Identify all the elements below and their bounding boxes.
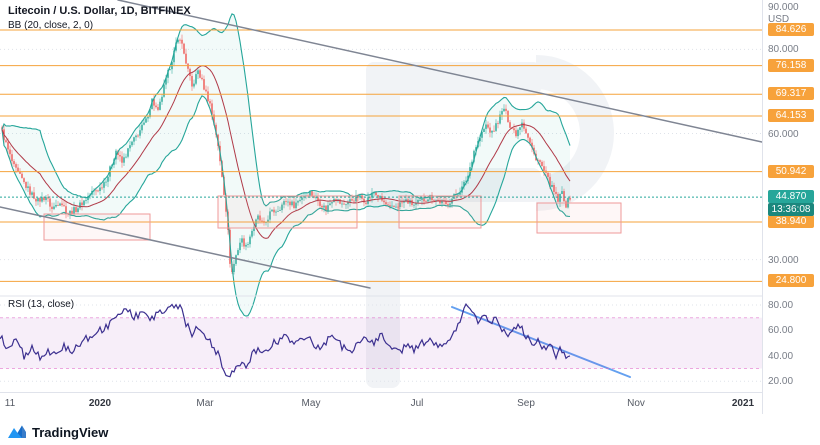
time-tick: 2021 bbox=[731, 398, 755, 409]
rsi-tick: 80.00 bbox=[768, 300, 794, 311]
drawing-rectangle[interactable] bbox=[217, 195, 358, 229]
time-tick: May bbox=[301, 398, 321, 409]
price-level-badge: 84.626 bbox=[768, 23, 814, 36]
time-tick: Nov bbox=[627, 398, 645, 409]
rsi-tick: 20.00 bbox=[768, 376, 794, 387]
rsi-indicator-label[interactable]: RSI (13, close) bbox=[8, 299, 75, 310]
drawing-rectangle[interactable] bbox=[398, 195, 482, 229]
rsi-tick: 60.00 bbox=[768, 325, 794, 336]
time-tick: 11 bbox=[4, 398, 16, 409]
price-tick: 60.000 bbox=[768, 129, 799, 140]
price-level-badge: 76.158 bbox=[768, 59, 814, 72]
price-tick: 80.000 bbox=[768, 44, 799, 55]
price-level-badge: 64.153 bbox=[768, 109, 814, 122]
tradingview-logo[interactable]: TradingView bbox=[7, 424, 108, 440]
rsi-tick: 40.00 bbox=[768, 351, 794, 362]
candles bbox=[1, 34, 571, 275]
trend-line[interactable] bbox=[451, 306, 631, 378]
exchange-watermark-icon bbox=[366, 55, 614, 388]
trend-line[interactable] bbox=[117, 0, 762, 143]
time-tick: Sep bbox=[517, 398, 535, 409]
drawing-rectangle[interactable] bbox=[536, 202, 622, 234]
bar-countdown-badge: 13:36:08 bbox=[768, 203, 814, 216]
trend-line[interactable] bbox=[0, 206, 371, 289]
price-chart-canvas[interactable] bbox=[0, 0, 762, 392]
price-tick: 90.000 bbox=[768, 2, 799, 13]
price-axis[interactable]: 90.000 80.000 60.000 30.000 USD 84.626 76.158 6… bbox=[762, 0, 820, 414]
price-tick: 30.000 bbox=[768, 255, 799, 266]
chart-legend[interactable]: Litecoin / U.S. Dollar, 1D, BITFINEX BB … bbox=[8, 5, 191, 31]
tradingview-logo-icon bbox=[8, 425, 26, 438]
price-level-badge: 38.940 bbox=[768, 215, 814, 228]
bb-basis-line[interactable] bbox=[1, 65, 571, 239]
time-tick: Mar bbox=[196, 398, 214, 409]
tradingview-logo-text: TradingView bbox=[32, 424, 109, 440]
time-tick: Jul bbox=[410, 398, 424, 409]
symbol-title[interactable]: Litecoin / U.S. Dollar, 1D, BITFINEX bbox=[8, 5, 191, 17]
rsi-band-fill bbox=[0, 317, 762, 369]
last-price-badge: 44.870 bbox=[768, 190, 814, 203]
rsi-plot-line[interactable] bbox=[0, 302, 571, 378]
price-level-badge: 50.942 bbox=[768, 165, 814, 178]
bb-band-fill bbox=[2, 13, 570, 317]
price-level-badge: 24.800 bbox=[768, 274, 814, 287]
axis-unit-label: USD bbox=[768, 14, 790, 25]
time-tick: 2020 bbox=[88, 398, 112, 409]
time-axis[interactable]: 11 2020 Mar May Jul Sep Nov 2021 bbox=[0, 392, 762, 415]
bb-indicator-label[interactable]: BB (20, close, 2, 0) bbox=[8, 20, 94, 31]
price-level-badge: 69.317 bbox=[768, 87, 814, 100]
